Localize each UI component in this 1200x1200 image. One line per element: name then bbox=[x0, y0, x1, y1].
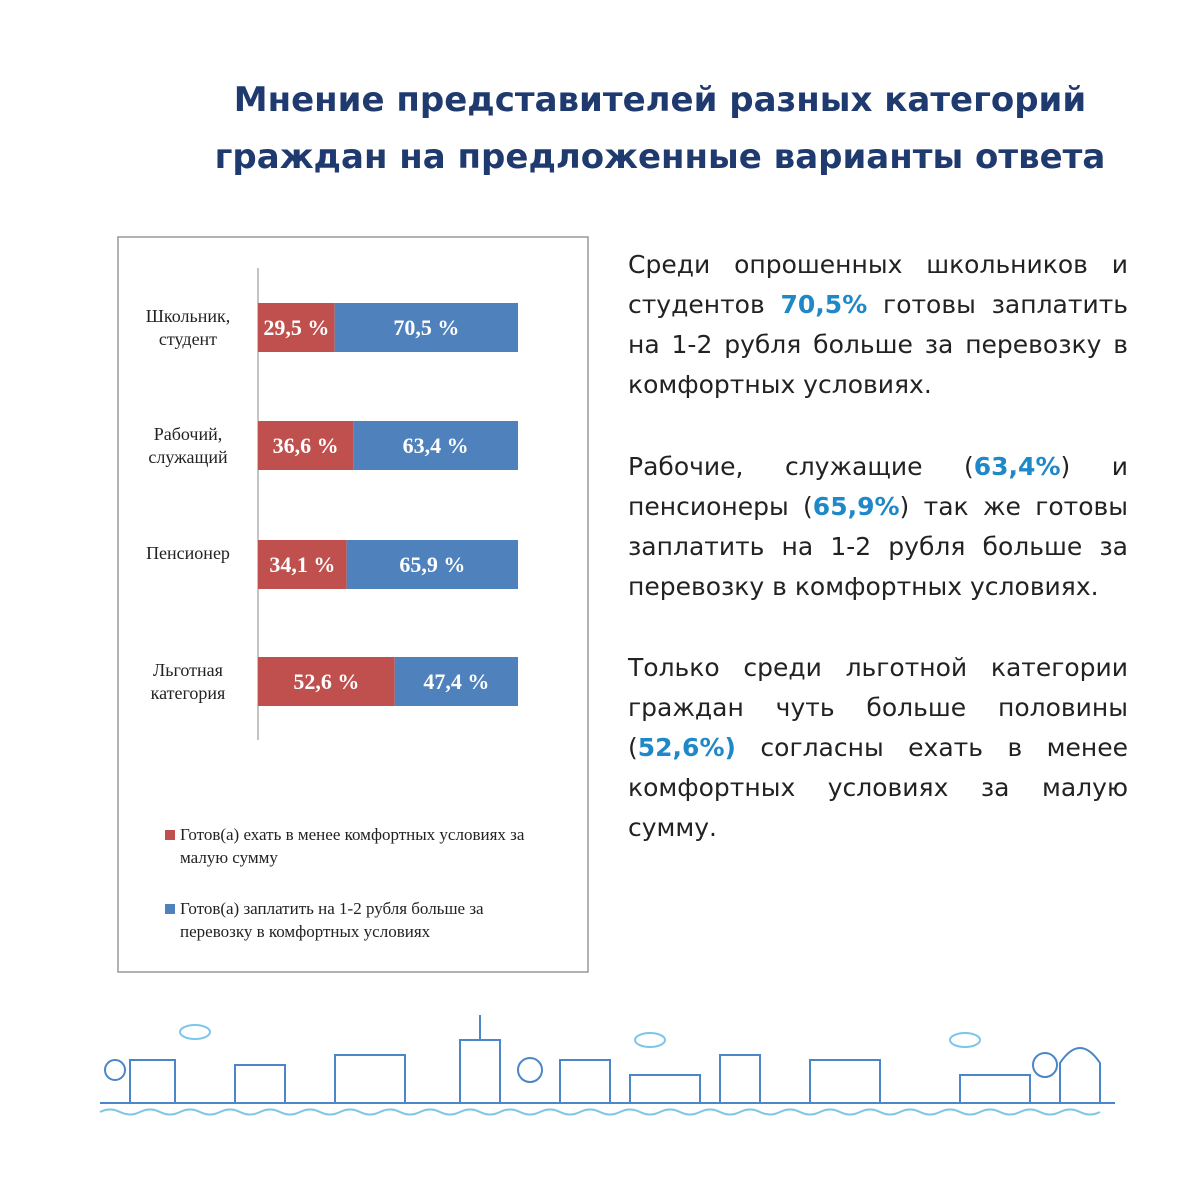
title-line: граждан на предложенные варианты ответа bbox=[214, 137, 1106, 177]
bar-segment bbox=[258, 421, 354, 470]
text-run: ) так же готовы заплатить на 1-2 рубля б… bbox=[628, 492, 1128, 601]
highlight: 70,5% bbox=[780, 290, 868, 319]
legend-swatch bbox=[165, 904, 175, 914]
bar-segment bbox=[334, 303, 518, 352]
chart-frame bbox=[117, 236, 589, 973]
text-run: готовы заплатить на 1-2 рубля больше за … bbox=[628, 290, 1128, 399]
legend-swatch bbox=[165, 830, 175, 840]
value-label: 36,6 % bbox=[272, 433, 339, 458]
text-run: Только среди льготной категории граждан … bbox=[628, 653, 1128, 762]
value-label: 29,5 % bbox=[263, 315, 330, 340]
category-label: Школьник, студент bbox=[145, 305, 231, 349]
category-label: Рабочий, служащий bbox=[148, 423, 228, 467]
text-run: согласны ехать в менее комфортных услови… bbox=[628, 733, 1128, 842]
legend-label: Готов(а) ехать в менее комфортных услови… bbox=[180, 825, 525, 867]
title-line: Мнение представителей разных категорий bbox=[233, 80, 1087, 120]
text-run: ) и пенсионеры ( bbox=[628, 452, 1129, 521]
category-label: Пенсионер bbox=[146, 542, 230, 563]
text-run: Среди опрошенных школьников и студентов bbox=[628, 250, 1128, 319]
skyline bbox=[99, 1015, 1115, 1116]
highlight: 63,4% bbox=[973, 452, 1061, 481]
value-label: 70,5 % bbox=[393, 315, 460, 340]
value-label: 47,4 % bbox=[423, 669, 490, 694]
highlight: 65,9% bbox=[812, 492, 900, 521]
legend-label: Готов(а) заплатить на 1-2 рубля больше з… bbox=[180, 899, 484, 941]
bar-segment bbox=[258, 303, 335, 352]
bar-segment bbox=[258, 540, 347, 589]
highlight: 52,6%) bbox=[637, 733, 736, 762]
bar-segment bbox=[346, 540, 518, 589]
value-label: 52,6 % bbox=[293, 669, 360, 694]
text-run: Рабочие, служащие ( bbox=[628, 452, 974, 481]
bar-segment bbox=[353, 421, 518, 470]
value-label: 63,4 % bbox=[402, 433, 469, 458]
paragraph: Только среди льготной категории граждан … bbox=[628, 648, 1128, 848]
value-label: 65,9 % bbox=[399, 552, 466, 577]
bar-segment bbox=[258, 657, 395, 706]
paragraph: Рабочие, служащие (63,4%) и пенсионеры (… bbox=[628, 447, 1128, 607]
bar-segment bbox=[394, 657, 518, 706]
value-label: 34,1 % bbox=[269, 552, 336, 577]
paragraph: Среди опрошенных школьников и студентов … bbox=[628, 245, 1128, 405]
category-label: Льготная категория bbox=[150, 659, 226, 703]
